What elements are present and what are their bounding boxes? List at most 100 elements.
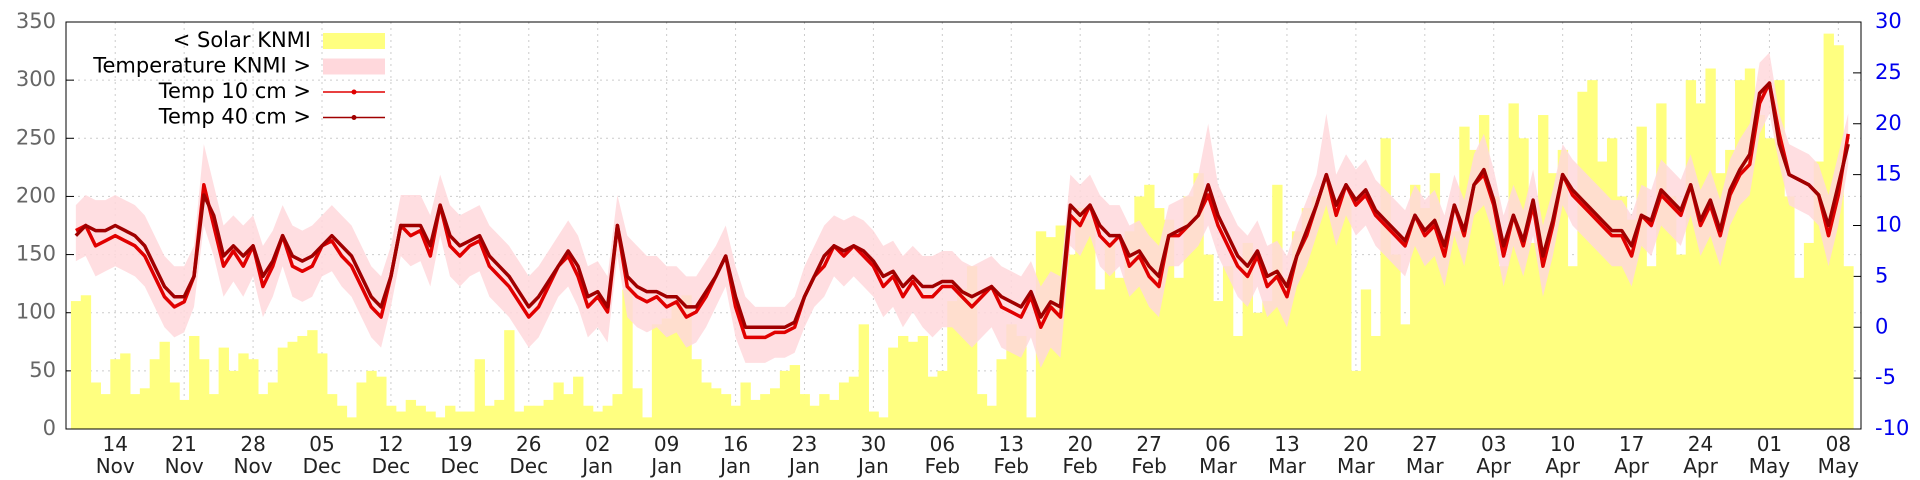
solar-bar	[366, 370, 377, 429]
y-tick-label: 350	[16, 9, 56, 33]
solar-bar	[1695, 103, 1706, 430]
y-tick-label: 200	[16, 183, 56, 207]
solar-bar	[1183, 196, 1194, 429]
solar-bar	[1321, 184, 1332, 429]
solar-bar	[1597, 161, 1608, 430]
solar-bar	[848, 376, 860, 429]
y2-tick-label: -5	[1875, 365, 1896, 389]
solar-bar	[1193, 173, 1204, 429]
solar-bar	[1331, 208, 1342, 429]
x-tick-label: 20 Feb	[1062, 432, 1098, 478]
solar-bar	[1173, 277, 1185, 429]
x-tick-label: 12 Dec	[371, 432, 411, 478]
solar-bar	[376, 376, 387, 429]
solar-bar	[336, 405, 348, 429]
solar-bar	[1459, 126, 1470, 430]
solar-bar	[642, 417, 653, 429]
x-tick-label: 20 Mar	[1337, 432, 1375, 478]
solar-bar	[710, 388, 722, 429]
solar-bar	[1666, 196, 1677, 429]
solar-bar	[189, 335, 200, 429]
y-tick-label: 50	[29, 358, 56, 382]
x-tick-label: 13 Feb	[993, 432, 1029, 478]
solar-bar	[208, 394, 220, 429]
x-tick-label: 06 Mar	[1199, 432, 1237, 478]
solar-bar	[1134, 196, 1145, 429]
solar-bar	[740, 382, 751, 429]
solar-bar	[1843, 266, 1854, 429]
solar-bar	[651, 324, 663, 429]
solar-bar	[1715, 173, 1726, 429]
legend-swatch	[323, 58, 385, 75]
solar-bar	[1419, 208, 1431, 429]
solar-bar	[750, 399, 761, 429]
solar-bar	[356, 382, 367, 429]
solar-bar	[947, 301, 958, 429]
x-tick-label: 17 Apr	[1614, 432, 1649, 478]
solar-bar	[1744, 68, 1756, 429]
solar-bar	[878, 417, 889, 429]
solar-bar	[1124, 231, 1135, 429]
x-tick-label: 23 Jan	[789, 432, 820, 478]
solar-bar	[80, 295, 92, 429]
solar-bar	[1429, 173, 1441, 429]
solar-bar	[671, 301, 682, 429]
solar-bar	[602, 405, 613, 429]
solar-bar	[464, 411, 476, 429]
legend-label: < Solar KNMI	[173, 28, 311, 52]
solar-bar	[317, 353, 328, 429]
y2-tick-label: 0	[1875, 314, 1888, 338]
solar-bar	[1803, 242, 1815, 429]
x-tick-label: 19 Dec	[440, 432, 480, 478]
solar-bar	[1360, 289, 1372, 429]
solar-bar	[120, 353, 131, 429]
solar-bar	[1626, 219, 1638, 429]
solar-bar	[1065, 254, 1076, 429]
y-tick-label: 250	[16, 125, 56, 149]
x-tick-label: 06 Feb	[924, 432, 961, 478]
solar-bar	[287, 341, 298, 429]
solar-bar	[514, 411, 525, 429]
solar-bar	[1725, 149, 1736, 429]
temp-line	[74, 81, 1850, 329]
solar-bar	[1449, 231, 1460, 429]
solar-bar	[1094, 289, 1106, 429]
solar-bar	[770, 388, 781, 429]
x-tick-label: 02 Jan	[582, 432, 614, 478]
y2-tick-label: 20	[1875, 111, 1902, 135]
legend-marker	[351, 115, 357, 120]
solar-bar	[1774, 80, 1785, 430]
solar-bar	[1213, 301, 1224, 429]
solar-bar	[149, 359, 161, 429]
solar-bar	[966, 266, 978, 429]
y-tick-label: 300	[16, 67, 56, 91]
solar-bar	[907, 341, 919, 429]
solar-bar	[533, 405, 545, 429]
y2-tick-label: -10	[1875, 416, 1909, 440]
solar-bar	[1705, 68, 1716, 429]
solar-bar	[927, 376, 938, 429]
solar-bar	[632, 388, 643, 429]
solar-bar	[888, 347, 899, 429]
solar-bar	[248, 359, 259, 429]
solar-bar	[1026, 417, 1037, 429]
solar-bar	[435, 417, 446, 429]
legend-marker	[351, 89, 357, 95]
solar-bar	[809, 405, 820, 429]
solar-bar	[1498, 266, 1509, 429]
solar-bar	[976, 394, 988, 429]
solar-bar	[720, 394, 732, 429]
solar-bar	[1016, 335, 1027, 429]
solar-bar	[996, 359, 1007, 429]
solar-bar	[986, 405, 997, 429]
solar-bar	[681, 295, 692, 429]
solar-bar	[1616, 196, 1628, 429]
solar-bar	[198, 359, 210, 429]
solar-bar	[592, 411, 604, 429]
solar-bar	[179, 399, 190, 429]
solar-bar	[789, 365, 801, 429]
solar-bar	[1685, 80, 1697, 430]
solar-bar	[573, 376, 584, 429]
x-tick-label: 21 Nov	[164, 432, 204, 478]
